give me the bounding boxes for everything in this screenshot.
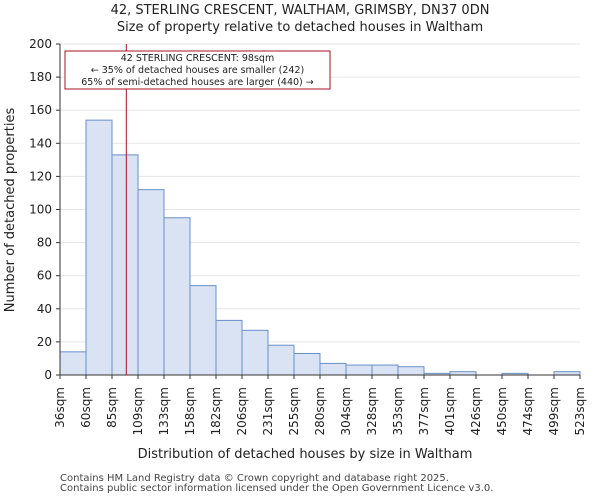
bars	[59, 119, 581, 376]
y-tick-label: 0	[44, 368, 52, 382]
bar-231sqm	[267, 344, 295, 376]
y-tick-label: 140	[29, 136, 52, 150]
x-tick-label: 280sqm	[313, 387, 327, 435]
bar-206sqm	[241, 329, 269, 376]
chart-subtitle: Size of property relative to detached ho…	[116, 20, 484, 35]
x-tick-label: 158sqm	[183, 387, 197, 435]
bar-158sqm	[189, 285, 217, 376]
x-tick-label: 523sqm	[573, 387, 587, 435]
y-axis-label: Number of detached properties	[3, 108, 18, 313]
x-axis-label: Distribution of detached houses by size …	[138, 447, 473, 462]
x-tick-label: 255sqm	[287, 387, 301, 435]
annotation-line-1: 42 STERLING CRESCENT: 98sqm	[121, 53, 274, 64]
y-tick-label: 80	[37, 236, 52, 250]
x-tick-labels: 36sqm 60sqm 85sqm 109sqm 133sqm 158sqm 182sqm 2…	[53, 375, 587, 435]
x-tick-label: 474sqm	[521, 387, 535, 435]
bar-304sqm	[345, 364, 373, 376]
x-tick-label: 206sqm	[235, 387, 249, 435]
y-tick-labels: 0 20 40 60 80 100 120 140 160 180 200	[29, 37, 60, 382]
footer-line-2: Contains public sector information licen…	[60, 483, 494, 494]
bar-280sqm	[319, 362, 347, 376]
bar-182sqm	[215, 319, 243, 376]
chart-title: 42, STERLING CRESCENT, WALTHAM, GRIMSBY,…	[110, 3, 490, 18]
x-tick-label: 60sqm	[79, 387, 93, 428]
y-tick-label: 160	[29, 103, 52, 117]
x-tick-label: 36sqm	[53, 387, 67, 428]
y-tick-label: 180	[29, 70, 52, 84]
bar-353sqm	[397, 366, 425, 376]
x-tick-label: 450sqm	[495, 387, 509, 435]
annotation-line-2: ← 35% of detached houses are smaller (24…	[91, 65, 304, 76]
bar-328sqm	[371, 364, 399, 376]
bar-255sqm	[293, 352, 321, 376]
x-tick-label: 182sqm	[209, 387, 223, 435]
x-tick-label: 304sqm	[339, 387, 353, 435]
annotation-line-3: 65% of semi-detached houses are larger (…	[81, 77, 314, 88]
x-tick-label: 133sqm	[157, 387, 171, 435]
x-tick-label: 353sqm	[391, 387, 405, 435]
x-tick-label: 328sqm	[365, 387, 379, 435]
bar-133sqm	[163, 217, 191, 376]
x-tick-label: 85sqm	[105, 387, 119, 428]
bar-85sqm	[111, 154, 139, 376]
x-tick-label: 109sqm	[131, 387, 145, 435]
y-tick-label: 60	[37, 269, 52, 283]
bar-60sqm	[85, 119, 113, 376]
y-tick-label: 100	[29, 203, 52, 217]
footer-line-1: Contains HM Land Registry data © Crown c…	[60, 473, 449, 484]
bar-36sqm	[59, 351, 87, 376]
y-tick-label: 120	[29, 169, 52, 183]
y-tick-label: 40	[37, 302, 52, 316]
x-tick-label: 499sqm	[547, 387, 561, 435]
x-tick-label: 401sqm	[443, 387, 457, 435]
x-tick-label: 231sqm	[261, 387, 275, 435]
annotation-frame	[64, 50, 331, 90]
y-tick-label: 200	[29, 37, 52, 51]
y-tick-label: 20	[37, 335, 52, 349]
x-tick-label: 377sqm	[417, 387, 431, 435]
bar-109sqm	[137, 189, 165, 376]
annotation-box: 42 STERLING CRESCENT: 98sqm ← 35% of det…	[64, 50, 331, 90]
x-tick-label: 426sqm	[469, 387, 483, 435]
